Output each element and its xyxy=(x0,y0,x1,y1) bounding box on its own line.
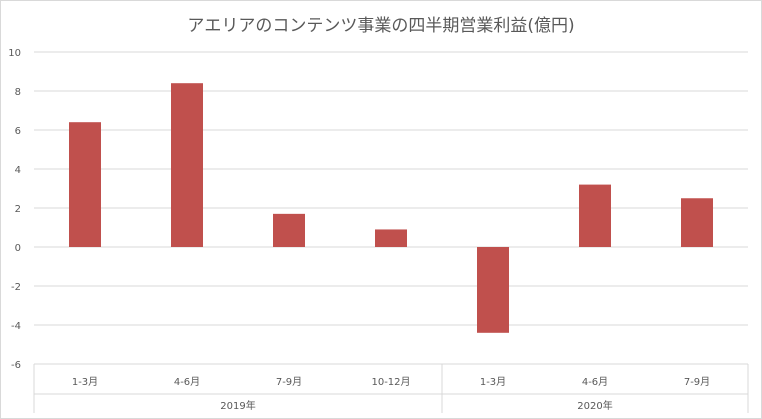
x-tick-label: 1-3月 xyxy=(480,376,506,388)
y-tick-label: 0 xyxy=(15,243,21,254)
y-tick-label: -6 xyxy=(11,360,21,371)
y-tick-label: 8 xyxy=(15,87,21,98)
x-tick-label: 1-3月 xyxy=(72,376,98,388)
x-tick-label: 4-6月 xyxy=(174,376,200,388)
y-tick-label: -4 xyxy=(11,321,21,332)
bar xyxy=(69,122,101,247)
x-group-label: 2019年 xyxy=(220,399,255,412)
bar xyxy=(273,213,305,247)
bar xyxy=(681,198,713,247)
x-tick-label: 7-9月 xyxy=(276,376,302,388)
y-tick-label: -2 xyxy=(11,282,21,293)
bar xyxy=(579,184,611,247)
x-tick-label: 7-9月 xyxy=(684,376,710,388)
y-tick-label: 10 xyxy=(8,48,21,59)
x-tick-label: 10-12月 xyxy=(371,376,410,388)
chart-title: アエリアのコンテンツ事業の四半期営業利益(億円) xyxy=(187,16,575,36)
x-group-label: 2020年 xyxy=(577,399,612,412)
y-tick-label: 4 xyxy=(15,165,21,176)
y-tick-label: 6 xyxy=(15,126,21,137)
bar xyxy=(477,247,509,333)
bar xyxy=(375,229,407,247)
y-tick-label: 2 xyxy=(15,204,21,215)
x-tick-label: 4-6月 xyxy=(582,376,608,388)
bar xyxy=(171,83,203,247)
